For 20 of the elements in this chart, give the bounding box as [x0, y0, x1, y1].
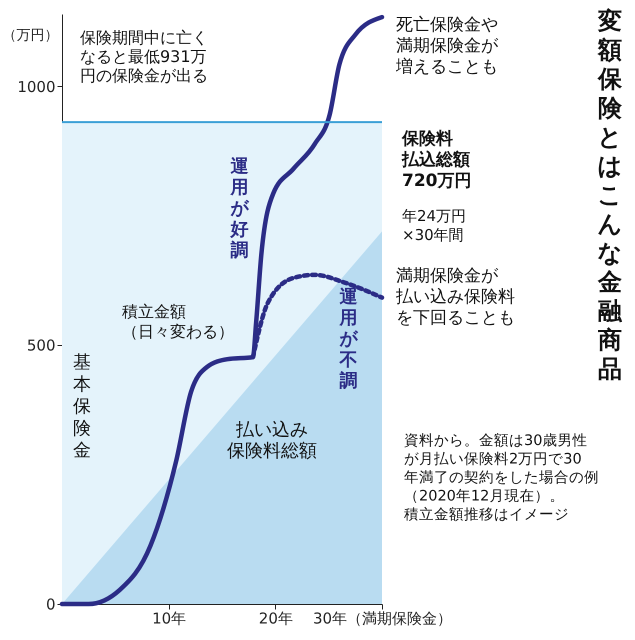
chart-title: 変額保険とはこんな金融商品 — [598, 7, 622, 383]
text: 死亡保険金や満期保険金が増えることも — [395, 15, 499, 77]
text: 年24万円×30年間 — [402, 207, 466, 244]
line-series — [60, 14, 384, 606]
x-tick-label: 10年 — [152, 610, 186, 628]
x-tick-label: 30年（満期保険金） — [312, 610, 452, 628]
series-label: 運用が不調 — [338, 286, 359, 392]
text: 満期保険金が払い込み保険料を下回ることも — [395, 266, 515, 328]
text: 資料から。金額は30歳男性が月払い保険料2万円で30年満了の契約をした場合の例（2020年12月現在）。積立金額推移はイメージ — [404, 432, 599, 523]
band-label: 基本保険金 — [73, 352, 91, 462]
y-tick-label: 0 — [46, 596, 56, 614]
y-tick-label: 500 — [26, 336, 56, 355]
y-axis-title: （万円） — [2, 28, 58, 44]
series-label: 運用が好調 — [229, 156, 250, 262]
y-tick-label: 1000 — [17, 78, 56, 96]
text: 保険料払込総額720万円 — [401, 129, 472, 191]
series-label: 払い込み保険料総額 — [227, 419, 317, 462]
x-tick-label: 20年 — [258, 610, 293, 628]
annotation: 積立金額（日々変わる） — [122, 302, 234, 341]
ref-line-label: 保険期間中に亡くなると最低931万円の保険金が出る — [80, 28, 208, 86]
